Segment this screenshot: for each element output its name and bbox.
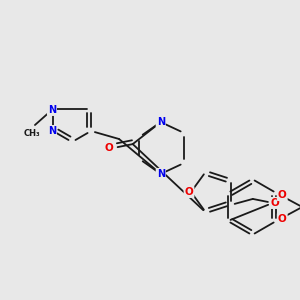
- Text: CH₃: CH₃: [24, 128, 40, 137]
- Text: O: O: [278, 214, 286, 224]
- Text: N: N: [48, 126, 56, 136]
- Text: N: N: [157, 169, 165, 179]
- Text: N: N: [157, 117, 165, 127]
- Text: N: N: [48, 105, 56, 115]
- Text: O: O: [104, 143, 113, 153]
- Text: O: O: [270, 198, 279, 208]
- Text: O: O: [184, 187, 194, 197]
- Text: O: O: [278, 190, 286, 200]
